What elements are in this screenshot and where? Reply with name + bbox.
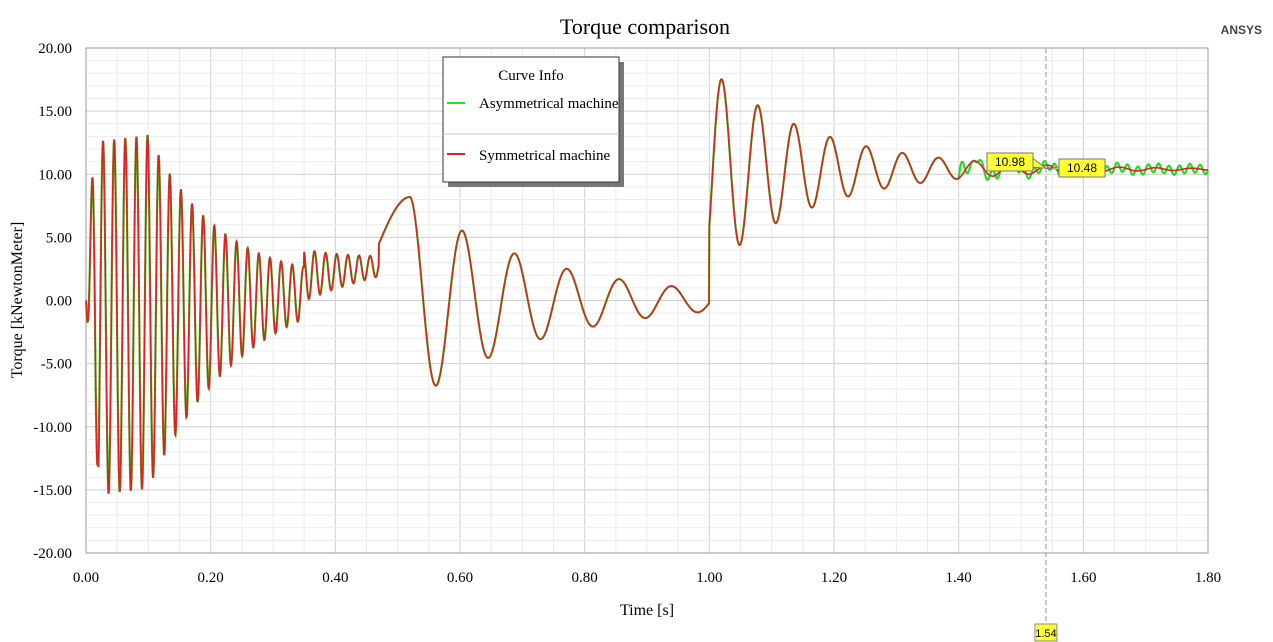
x-axis-label: Time [s] <box>620 602 674 619</box>
x-tick-label: 1.20 <box>821 570 847 586</box>
legend-label-asymmetrical: Asymmetrical machine <box>479 96 619 112</box>
y-tick-label: 20.00 <box>38 41 72 57</box>
chart-title: Torque comparison <box>560 14 730 39</box>
cursor-time-label: 1.54 <box>1035 628 1056 640</box>
cursor-value-asymmetrical-badge <box>986 152 1034 172</box>
x-tick-label: 0.60 <box>447 570 473 586</box>
y-tick-label: 15.00 <box>38 104 72 120</box>
plot-grid <box>85 47 1209 554</box>
legend-title: Curve Info <box>498 68 563 84</box>
x-tick-label: 0.00 <box>73 570 99 586</box>
y-axis-ticks: 20.00 15.00 10.00 5.00 0.00 -5.00 -10.00 -15.00… <box>33 41 72 562</box>
x-tick-label: 1.60 <box>1070 570 1096 586</box>
y-tick-label: 5.00 <box>46 230 72 246</box>
x-tick-label: 1.80 <box>1195 570 1221 586</box>
y-tick-label: -20.00 <box>33 546 72 562</box>
cursor-value-symmetrical-badge <box>1058 158 1106 178</box>
x-axis-ticks: 0.00 0.20 0.40 0.60 0.80 1.00 1.20 1.40 1.60 1.80 <box>73 570 1221 586</box>
ansys-logo: ANSYS <box>1221 23 1262 37</box>
legend[interactable]: Curve Info Asymmetrical machine Symmetri… <box>442 56 624 187</box>
cursor-value-asymmetrical-label: 10.98 <box>995 155 1025 169</box>
legend-box <box>442 56 620 183</box>
y-tick-label: -5.00 <box>41 357 72 373</box>
y-tick-label: 0.00 <box>46 294 72 310</box>
cursor-value-symmetrical-label: 10.48 <box>1067 161 1097 175</box>
cursor-time-badge <box>1034 623 1058 642</box>
x-tick-label: 0.20 <box>198 570 224 586</box>
legend-label-symmetrical: Symmetrical machine <box>479 148 611 164</box>
y-tick-label: 10.00 <box>38 167 72 183</box>
x-tick-label: 0.80 <box>572 570 598 586</box>
cursor-markers: 1.54 10.98 10.48 <box>986 152 1106 642</box>
y-tick-label: -15.00 <box>33 483 72 499</box>
x-tick-label: 0.40 <box>322 570 348 586</box>
y-tick-label: -10.00 <box>33 420 72 436</box>
y-axis-label: Torque [kNewtonMeter] <box>9 222 26 379</box>
x-tick-label: 1.40 <box>946 570 972 586</box>
x-tick-label: 1.00 <box>696 570 722 586</box>
